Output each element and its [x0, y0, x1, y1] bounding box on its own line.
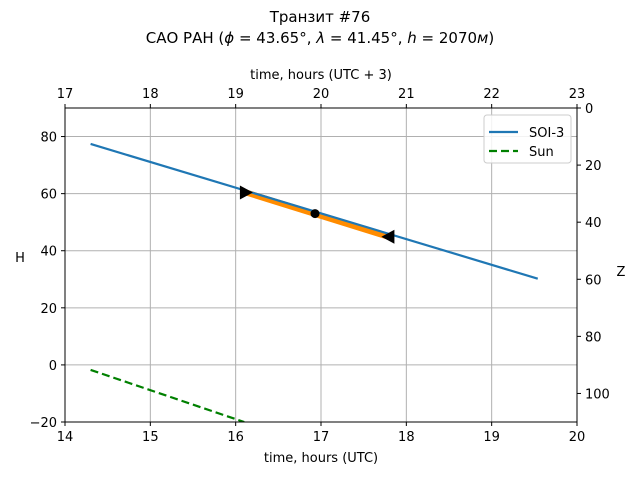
chart-subtitle: САО РАН (ϕ = 43.65°, λ = 41.45°, h = 207…: [146, 29, 494, 47]
y-right-tick-label: 60: [585, 273, 602, 288]
plot-area: [90, 142, 539, 422]
marker-circle: [310, 209, 320, 219]
x-top-tick-label: 21: [398, 87, 415, 102]
chart-title: Транзит #76: [269, 8, 371, 26]
legend-label-soi3: SOI-3: [529, 126, 564, 141]
x-tick-label: 19: [483, 430, 500, 445]
x-axis-label: time, hours (UTC): [264, 451, 378, 466]
marker-triangle-left: [381, 229, 395, 244]
ticks: [61, 104, 581, 426]
y-tick-label: 20: [40, 302, 57, 317]
subtitle-lambda-value: = 41.45°,: [325, 29, 407, 47]
subtitle-prefix: САО РАН (: [146, 29, 225, 47]
y-tick-label: 60: [40, 188, 57, 203]
x-axis-top-label: time, hours (UTC + 3): [250, 68, 392, 83]
subtitle-h: h: [407, 29, 417, 47]
legend-label-sun: Sun: [529, 145, 554, 160]
x-tick-label: 14: [57, 430, 74, 445]
subtitle-lambda: λ: [315, 29, 325, 47]
y-tick-label: −20: [30, 416, 57, 431]
tick-labels: 14 17 15 18 16 19 17 20 18 21 19 22 20 23 −20 0 20 40 60 80…: [30, 87, 610, 445]
x-top-tick-label: 22: [483, 87, 500, 102]
x-tick-label: 18: [398, 430, 415, 445]
x-tick-label: 16: [227, 430, 244, 445]
x-tick-label: 17: [313, 430, 330, 445]
y-axis-right-label: Z: [617, 265, 626, 280]
legend: SOI-3 Sun: [483, 114, 572, 164]
x-top-tick-label: 20: [313, 87, 330, 102]
y-right-tick-label: 40: [585, 216, 602, 231]
x-tick-label: 20: [569, 430, 586, 445]
y-right-tick-label: 80: [585, 330, 602, 345]
subtitle-phi: ϕ: [224, 29, 234, 47]
x-top-tick-label: 19: [227, 87, 244, 102]
x-tick-label: 15: [142, 430, 159, 445]
y-right-tick-label: 20: [585, 159, 602, 174]
y-axis-label: H: [15, 251, 25, 266]
subtitle-phi-value: = 43.65°,: [234, 29, 316, 47]
subtitle-suffix: ): [488, 29, 494, 47]
marker-triangle-right: [239, 185, 253, 200]
y-tick-label: 80: [40, 131, 57, 146]
y-right-tick-label: 100: [585, 387, 610, 402]
y-right-tick-label: 0: [585, 102, 593, 117]
x-top-tick-label: 23: [569, 87, 586, 102]
y-tick-label: 0: [49, 359, 57, 374]
markers: [239, 185, 395, 244]
subtitle-unit: м: [477, 29, 488, 47]
x-top-tick-label: 18: [142, 87, 159, 102]
series-line-sun: [90, 368, 245, 422]
y-tick-label: 40: [40, 245, 57, 260]
x-top-tick-label: 17: [57, 87, 74, 102]
subtitle-h-value: = 2070: [417, 29, 477, 47]
